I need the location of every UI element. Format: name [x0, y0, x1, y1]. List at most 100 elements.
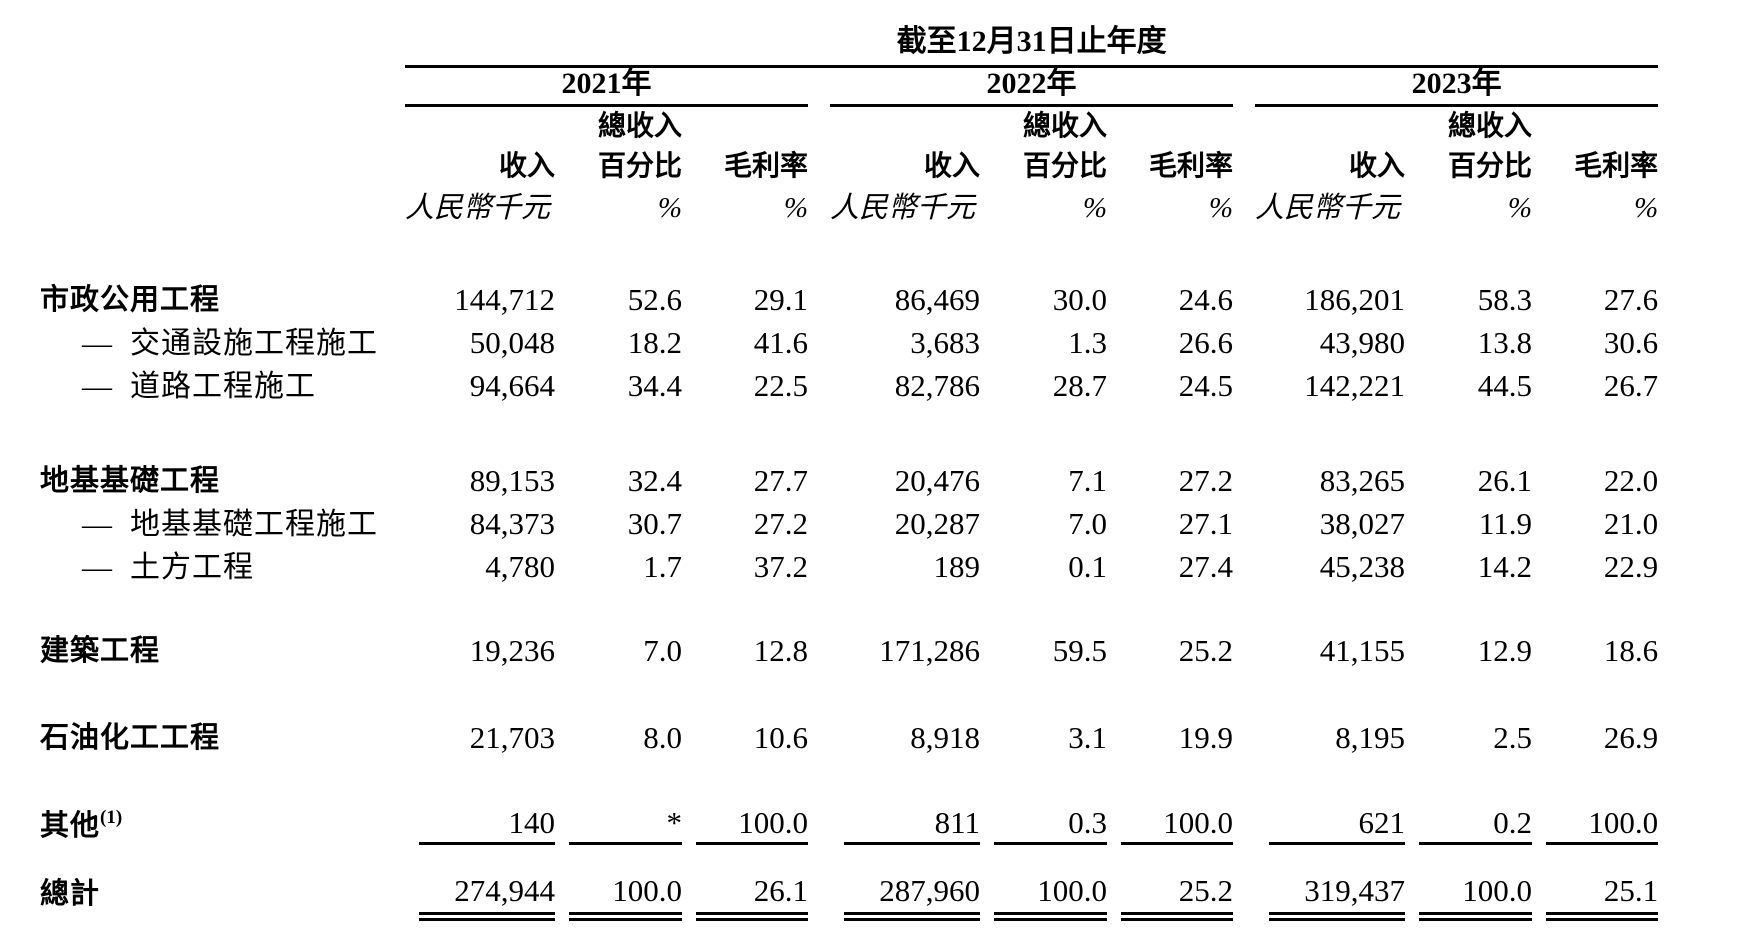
- revenue-cell: 41,155: [1319, 633, 1405, 669]
- unit-header-row: 人民幣千元 % % 人民幣千元 % % 人民幣千元 % %: [40, 183, 1658, 227]
- pct-cell: 59.5: [1052, 633, 1107, 669]
- row-label: 建築工程: [40, 634, 161, 667]
- row-label: — 交通設施工程施工: [82, 327, 378, 360]
- row-label: 其他(1): [40, 807, 123, 843]
- year-header-2023: 2023年: [1255, 66, 1659, 107]
- pct-cell: *: [555, 804, 682, 847]
- revenue-cell: 43,980: [1319, 325, 1405, 361]
- pct-cell: 0.2: [1405, 804, 1532, 847]
- row-label: 地基基礎工程: [40, 464, 221, 497]
- table-row: — 地基基礎工程施工 84,373 30.7 27.2 20,287 7.0 27…: [40, 503, 1658, 546]
- unit-revenue: 人民幣千元: [1255, 192, 1401, 224]
- margin-cell: 24.5: [1178, 368, 1233, 404]
- margin-cell: 10.6: [753, 720, 808, 756]
- dash: —: [82, 370, 113, 403]
- margin-cell: 37.2: [753, 549, 808, 585]
- revenue-cell: 94,664: [469, 368, 555, 404]
- pct-cell: 14.2: [1477, 549, 1532, 585]
- table-row-total: 總計 274,944 100.0 26.1 287,960 100.0 25.2…: [40, 873, 1659, 921]
- revenue-cell: 20,287: [894, 506, 980, 542]
- margin-cell: 100.0: [1532, 804, 1659, 847]
- pct-cell: 7.0: [1068, 506, 1107, 542]
- table-row: 其他(1) 140 * 100.0 811 0.3 100.0 621 0.2 …: [40, 804, 1659, 847]
- pct-cell: 28.7: [1052, 368, 1107, 404]
- revenue-cell: 20,476: [894, 463, 980, 499]
- revenue-cell: 171,286: [879, 633, 980, 669]
- revenue-cell: 84,373: [469, 506, 555, 542]
- margin-cell: 27.2: [1178, 463, 1233, 499]
- margin-cell: 100.0: [1107, 804, 1233, 847]
- row-label: 總計: [40, 877, 101, 910]
- spacer: [40, 760, 1658, 804]
- pct-cell: 12.9: [1477, 633, 1532, 669]
- pct-cell: 13.8: [1477, 325, 1532, 361]
- unit-margin: %: [783, 192, 808, 224]
- revenue-cell: 82,786: [894, 368, 980, 404]
- table-row: — 交通設施工程施工 50,048 18.2 41.6 3,683 1.3 26.…: [40, 322, 1658, 365]
- dash: —: [82, 327, 113, 360]
- row-label: — 地基基礎工程施工: [82, 508, 378, 541]
- col-header-revenue: 收入: [498, 151, 555, 182]
- pct-cell: 52.6: [627, 282, 682, 318]
- revenue-cell: 21,703: [469, 720, 555, 756]
- revenue-cell: 811: [830, 804, 980, 847]
- unit-revenue: 人民幣千元: [830, 192, 976, 224]
- margin-cell: 26.7: [1603, 368, 1659, 404]
- year-gap: [1233, 66, 1255, 105]
- col-header-pct-top: 總收入: [1447, 111, 1532, 142]
- pct-cell: 0.3: [980, 804, 1107, 847]
- col-header-margin: 毛利率: [1574, 151, 1659, 182]
- table-row: 市政公用工程 144,712 52.6 29.1 86,469 30.0 24.…: [40, 279, 1658, 322]
- revenue-breakdown-table: 截至12月31日止年度 2021年 2022年 2023年 總收入 總收入 總收…: [40, 0, 1659, 921]
- revenue-cell: 4,780: [485, 549, 555, 585]
- margin-cell: 26.1: [682, 873, 808, 921]
- table-row: 地基基礎工程 89,153 32.4 27.7 20,476 7.1 27.2 …: [40, 460, 1658, 503]
- margin-cell: 25.2: [1178, 633, 1233, 669]
- pct-cell: 30.7: [627, 506, 682, 542]
- col-header-pct-top: 總收入: [597, 111, 682, 142]
- revenue-cell: 621: [1255, 804, 1405, 847]
- revenue-cell: 287,960: [830, 873, 980, 921]
- revenue-cell: 50,048: [469, 325, 555, 361]
- col-header-row: 收入 百分比 毛利率 收入 百分比 毛利率 收入 百分比 毛利率: [40, 143, 1658, 183]
- col-header-revenue: 收入: [1348, 151, 1405, 182]
- row-label: — 土方工程: [82, 551, 254, 584]
- pct-cell: 8.0: [643, 720, 682, 756]
- margin-cell: 27.2: [753, 506, 808, 542]
- margin-cell: 22.9: [1603, 549, 1659, 585]
- col-header-margin: 毛利率: [1148, 151, 1233, 182]
- margin-cell: 12.8: [753, 633, 808, 669]
- margin-cell: 21.0: [1603, 506, 1659, 542]
- title-spacer: [40, 0, 405, 66]
- pct-cell: 32.4: [627, 463, 682, 499]
- unit-margin: %: [1208, 192, 1233, 224]
- pct-cell: 58.3: [1477, 282, 1532, 318]
- pct-cell: 100.0: [555, 873, 682, 921]
- pct-cell: 0.1: [1068, 549, 1107, 585]
- margin-cell: 26.6: [1178, 325, 1233, 361]
- pct-cell: 30.0: [1052, 282, 1107, 318]
- margin-cell: 29.1: [753, 282, 808, 318]
- margin-cell: 19.9: [1178, 720, 1233, 756]
- margin-cell: 22.5: [753, 368, 808, 404]
- revenue-cell: 142,221: [1304, 368, 1405, 404]
- margin-cell: 24.6: [1178, 282, 1233, 318]
- pct-cell: 100.0: [980, 873, 1107, 921]
- margin-cell: 25.2: [1107, 873, 1233, 921]
- margin-cell: 27.4: [1178, 549, 1233, 585]
- dash: —: [82, 551, 113, 584]
- revenue-cell: 19,236: [469, 633, 555, 669]
- dash: —: [82, 508, 113, 541]
- margin-cell: 22.0: [1603, 463, 1659, 499]
- margin-cell: 100.0: [682, 804, 808, 847]
- year-header-2021: 2021年: [405, 66, 808, 107]
- table-row: — 道路工程施工 94,664 34.4 22.5 82,786 28.7 24.…: [40, 365, 1658, 408]
- spacer: [40, 847, 1658, 873]
- revenue-cell: 144,712: [454, 282, 555, 318]
- pct-cell: 26.1: [1477, 463, 1532, 499]
- pct-cell: 2.5: [1493, 720, 1532, 756]
- revenue-cell: 8,195: [1335, 720, 1405, 756]
- pct-cell: 7.0: [643, 633, 682, 669]
- revenue-cell: 319,437: [1255, 873, 1405, 921]
- table-row: 石油化工工程 21,703 8.0 10.6 8,918 3.1 19.9 8,…: [40, 717, 1658, 760]
